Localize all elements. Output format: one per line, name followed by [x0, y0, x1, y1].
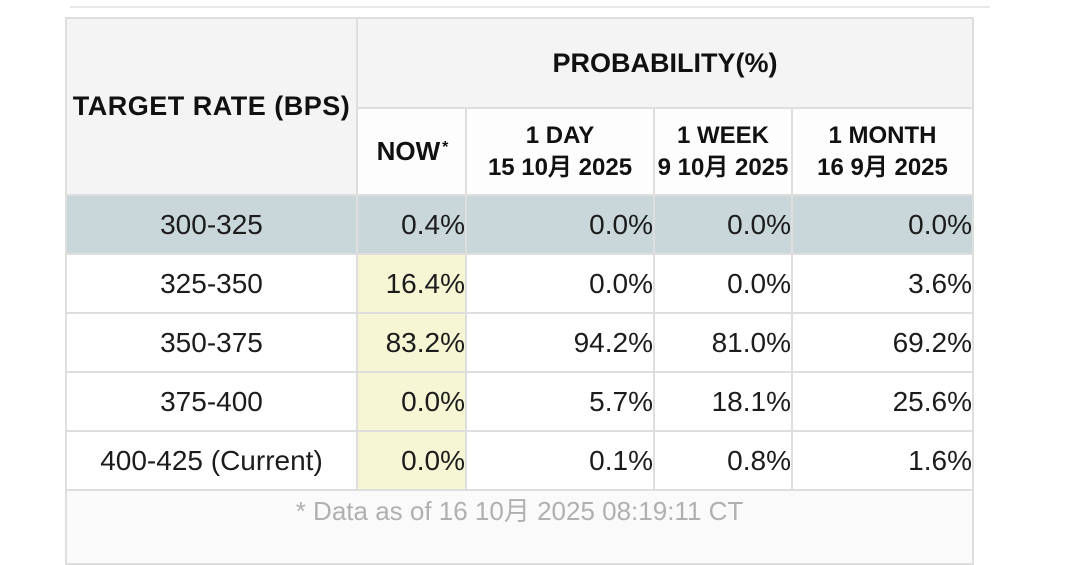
now-probability-cell: 0.0% [356, 371, 467, 432]
one-week-label: 1 WEEK [676, 121, 769, 149]
table-row-300-325: 300-325 0.4% 0.0% 0.0% 0.0% [65, 194, 974, 255]
day-probability-cell: 0.0% [465, 194, 655, 255]
one-month-date: 16 9月 2025 [817, 153, 948, 181]
week-probability-cell: 81.0% [653, 312, 793, 373]
day-probability-cell: 94.2% [465, 312, 655, 373]
day-probability-cell: 5.7% [465, 371, 655, 432]
target-rate-cell: 350-375 [65, 312, 358, 373]
rate-probability-table-container: TARGET RATE (BPS) PROBABILITY(%) NOW * 1 … [65, 17, 974, 565]
now-probability-cell: 16.4% [356, 253, 467, 314]
now-column-header: NOW * [356, 107, 467, 196]
target-rate-header: TARGET RATE (BPS) [65, 17, 358, 196]
now-probability-cell: 0.0% [356, 430, 467, 491]
one-month-column-header: 1 MONTH 16 9月 2025 [791, 107, 974, 196]
one-day-label: 1 DAY [525, 121, 595, 149]
week-probability-cell: 0.0% [653, 253, 793, 314]
probability-header: PROBABILITY(%) [356, 17, 974, 109]
one-day-date: 15 10月 2025 [487, 153, 633, 181]
month-probability-cell: 69.2% [791, 312, 974, 373]
data-as-of-footnote: * Data as of 16 10月 2025 08:19:11 CT [65, 489, 974, 565]
now-label: NOW [376, 136, 441, 167]
table-row-400-425-current: 400-425 (Current) 0.0% 0.1% 0.8% 1.6% [65, 430, 974, 491]
one-month-label: 1 MONTH [828, 121, 937, 149]
target-rate-cell: 300-325 [65, 194, 358, 255]
week-probability-cell: 0.0% [653, 194, 793, 255]
target-rate-cell: 375-400 [65, 371, 358, 432]
month-probability-cell: 0.0% [791, 194, 974, 255]
target-rate-cell: 400-425 (Current) [65, 430, 358, 491]
now-probability-cell: 0.4% [356, 194, 467, 255]
week-probability-cell: 0.8% [653, 430, 793, 491]
header-row-periods: NOW * 1 DAY 15 10月 2025 1 WEEK 9 10月 2025… [66, 107, 974, 196]
month-probability-cell: 1.6% [791, 430, 974, 491]
table-row-350-375: 350-375 83.2% 94.2% 81.0% 69.2% [65, 312, 974, 373]
now-probability-cell: 83.2% [356, 312, 467, 373]
month-probability-cell: 3.6% [791, 253, 974, 314]
cropped-element-above-divider [70, 0, 990, 8]
target-rate-cell: 325-350 [65, 253, 358, 314]
one-day-column-header: 1 DAY 15 10月 2025 [465, 107, 655, 196]
footnote-asterisk: * [442, 139, 449, 157]
one-week-date: 9 10月 2025 [657, 153, 789, 181]
table-row-375-400: 375-400 0.0% 5.7% 18.1% 25.6% [65, 371, 974, 432]
rate-probability-table: TARGET RATE (BPS) PROBABILITY(%) NOW * 1 … [65, 17, 974, 565]
footer-row: * Data as of 16 10月 2025 08:19:11 CT [65, 489, 974, 565]
table-row-325-350: 325-350 16.4% 0.0% 0.0% 3.6% [65, 253, 974, 314]
one-week-column-header: 1 WEEK 9 10月 2025 [653, 107, 793, 196]
month-probability-cell: 25.6% [791, 371, 974, 432]
week-probability-cell: 18.1% [653, 371, 793, 432]
day-probability-cell: 0.1% [465, 430, 655, 491]
day-probability-cell: 0.0% [465, 253, 655, 314]
header-row-probability: TARGET RATE (BPS) PROBABILITY(%) [65, 17, 974, 196]
